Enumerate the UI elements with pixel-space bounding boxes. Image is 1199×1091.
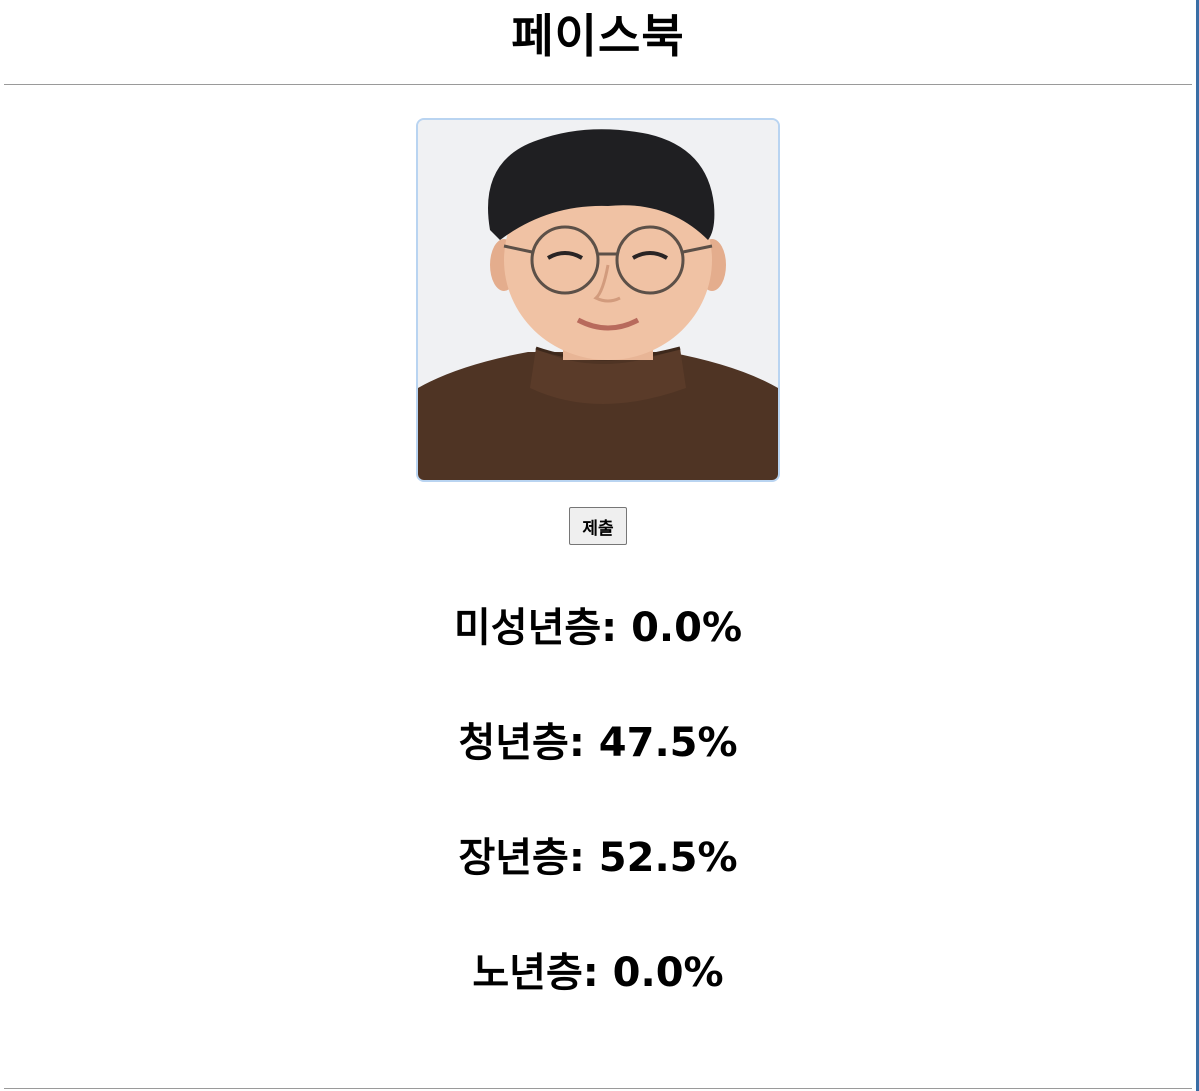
page-title: 페이스북 bbox=[511, 9, 685, 63]
top-divider bbox=[4, 84, 1192, 85]
window-edge bbox=[1196, 0, 1199, 1091]
bottom-divider bbox=[4, 1088, 1192, 1089]
uploaded-photo bbox=[416, 118, 780, 482]
result-middle-aged: 장년층: 52.5% bbox=[458, 835, 738, 881]
result-minor: 미성년층: 0.0% bbox=[453, 605, 743, 651]
portrait-image bbox=[418, 120, 778, 480]
result-youth: 청년층: 47.5% bbox=[458, 720, 738, 766]
submit-button[interactable]: 제출 bbox=[569, 507, 627, 545]
result-elderly: 노년층: 0.0% bbox=[472, 950, 724, 996]
results-list: 미성년층: 0.0% 청년층: 47.5% 장년층: 52.5% 노년층: 0.… bbox=[0, 596, 1196, 1056]
